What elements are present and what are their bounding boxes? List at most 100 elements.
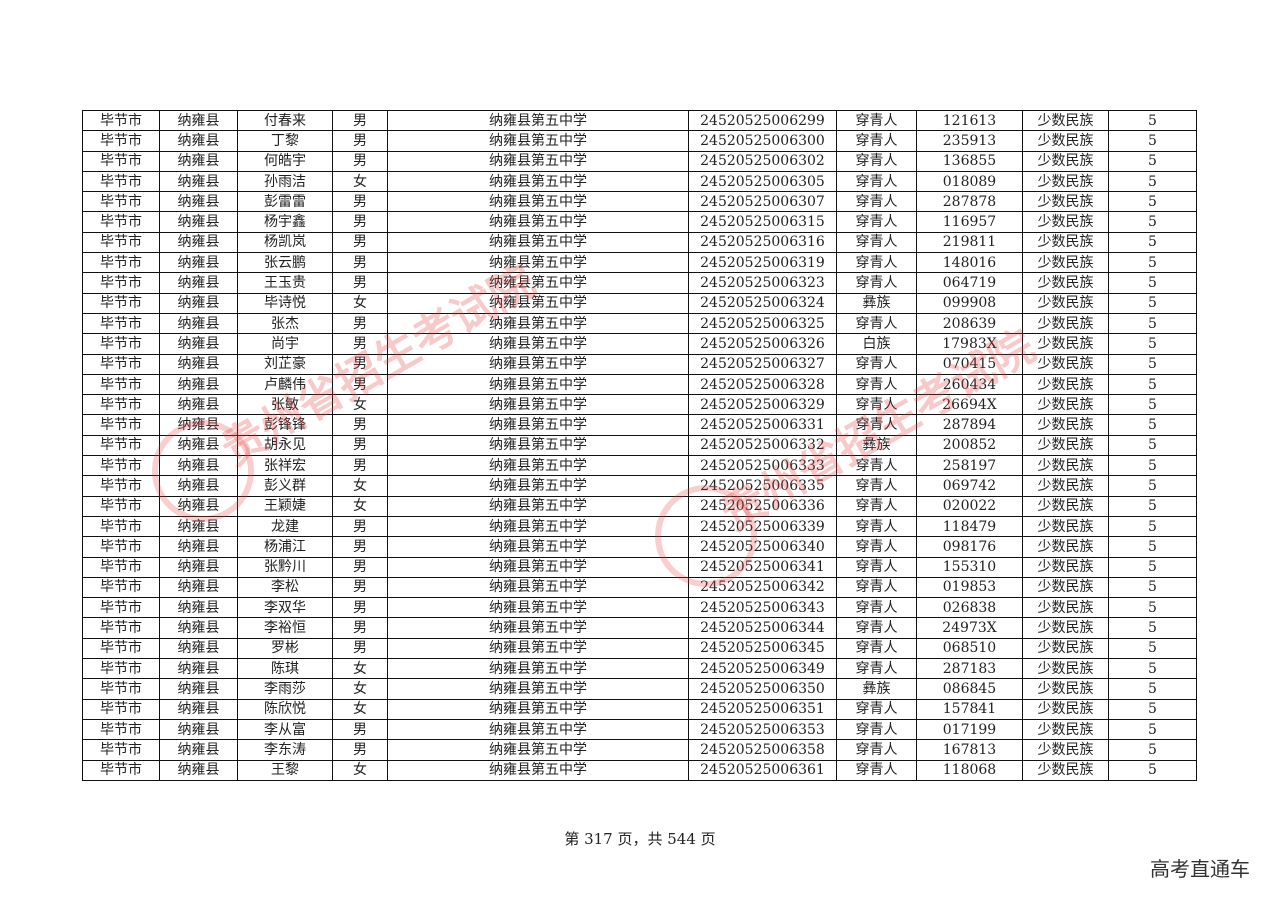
cell-city: 毕节市: [82, 191, 160, 213]
cell-batch: 5: [1108, 272, 1197, 294]
cell-name: 杨宇鑫: [237, 211, 333, 233]
table-row: 毕节市 纳雍县 杨凯岚男纳雍县第五中学 24520525006316 穿青人 219811…: [82, 231, 1197, 254]
cell-category: 少数民族: [1022, 698, 1109, 720]
cell-county: 纳雍县: [159, 353, 238, 375]
table-row: 毕节市 纳雍县 张敏女纳雍县第五中学 24520525006329 穿青人 26694X 少…: [82, 394, 1197, 416]
cell-county: 纳雍县: [159, 373, 238, 396]
cell-id-suffix: 118068: [916, 759, 1023, 781]
cell-batch: 5: [1108, 373, 1197, 396]
cell-id-suffix: 26694X: [916, 394, 1023, 416]
cell-ethnicity: 穿青人: [836, 191, 917, 213]
cell-city: 毕节市: [82, 292, 160, 314]
cell-ethnicity: 彝族: [836, 678, 917, 700]
cell-exam-id: 24520525006336: [688, 495, 837, 517]
cell-school: 纳雍县第五中学: [387, 414, 689, 436]
cell-school: 纳雍县第五中学: [387, 191, 689, 213]
cell-id-suffix: 069742: [916, 475, 1023, 497]
cell-name: 王黎: [237, 759, 333, 781]
cell-name: 李松: [237, 576, 333, 599]
cell-batch: 5: [1108, 718, 1197, 741]
cell-ethnicity: 穿青人: [836, 373, 917, 396]
cell-school: 纳雍县第五中学: [387, 597, 689, 619]
cell-ethnicity: 穿青人: [836, 475, 917, 497]
cell-city: 毕节市: [82, 495, 160, 517]
cell-school: 纳雍县第五中学: [387, 292, 689, 314]
brand-logo-text: 高考直通车: [1150, 857, 1250, 881]
cell-county: 纳雍县: [159, 475, 238, 497]
cell-ethnicity: 穿青人: [836, 718, 917, 741]
table-row: 毕节市 纳雍县 何皓宇男纳雍县第五中学 24520525006302 穿青人 136855…: [82, 150, 1197, 172]
cell-category: 少数民族: [1022, 678, 1109, 700]
cell-category: 少数民族: [1022, 475, 1109, 497]
table-row: 毕节市 纳雍县 陈琪女纳雍县第五中学 24520525006349 穿青人 287183 少…: [82, 658, 1197, 680]
admission-list-table: 毕节市 纳雍县 付春来男纳雍县第五中学 24520525006299 穿青人 121613…: [82, 109, 1197, 781]
cell-name: 龙建: [237, 515, 333, 538]
cell-name: 陈琪: [237, 658, 333, 680]
cell-category: 少数民族: [1022, 353, 1109, 375]
cell-name: 彭义群: [237, 475, 333, 497]
cell-school: 纳雍县第五中学: [387, 637, 689, 660]
cell-school: 纳雍县第五中学: [387, 475, 689, 497]
cell-batch: 5: [1108, 739, 1197, 761]
cell-school: 纳雍县第五中学: [387, 536, 689, 558]
cell-exam-id: 24520525006307: [688, 191, 837, 213]
cell-name: 张祥宏: [237, 455, 333, 477]
cell-batch: 5: [1108, 495, 1197, 517]
cell-county: 纳雍县: [159, 617, 238, 639]
cell-id-suffix: 019853: [916, 576, 1023, 599]
cell-category: 少数民族: [1022, 759, 1109, 781]
table-row: 毕节市 纳雍县 李从富男纳雍县第五中学 24520525006353 穿青人 017199…: [82, 718, 1197, 741]
cell-batch: 5: [1108, 576, 1197, 599]
cell-ethnicity: 穿青人: [836, 231, 917, 254]
cell-ethnicity: 穿青人: [836, 272, 917, 294]
cell-ethnicity: 穿青人: [836, 576, 917, 599]
cell-ethnicity: 彝族: [836, 292, 917, 314]
cell-id-suffix: 235913: [916, 130, 1023, 152]
table-row: 毕节市 纳雍县 李裕恒男纳雍县第五中学 24520525006344 穿青人 24973X…: [82, 617, 1197, 639]
cell-city: 毕节市: [82, 394, 160, 416]
cell-gender: 女: [332, 475, 388, 497]
cell-county: 纳雍县: [159, 414, 238, 436]
cell-category: 少数民族: [1022, 658, 1109, 680]
cell-exam-id: 24520525006341: [688, 556, 837, 578]
cell-county: 纳雍县: [159, 394, 238, 416]
cell-school: 纳雍县第五中学: [387, 211, 689, 233]
cell-school: 纳雍县第五中学: [387, 170, 689, 193]
cell-county: 纳雍县: [159, 637, 238, 660]
cell-exam-id: 24520525006305: [688, 170, 837, 193]
cell-school: 纳雍县第五中学: [387, 373, 689, 396]
cell-ethnicity: 穿青人: [836, 759, 917, 781]
cell-school: 纳雍县第五中学: [387, 718, 689, 741]
cell-gender: 男: [332, 353, 388, 375]
cell-category: 少数民族: [1022, 170, 1109, 193]
cell-exam-id: 24520525006302: [688, 150, 837, 172]
cell-county: 纳雍县: [159, 536, 238, 558]
cell-batch: 5: [1108, 475, 1197, 497]
cell-batch: 5: [1108, 292, 1197, 314]
cell-category: 少数民族: [1022, 191, 1109, 213]
cell-exam-id: 24520525006299: [688, 109, 837, 132]
cell-school: 纳雍县第五中学: [387, 394, 689, 416]
cell-category: 少数民族: [1022, 536, 1109, 558]
cell-ethnicity: 穿青人: [836, 211, 917, 233]
cell-city: 毕节市: [82, 759, 160, 781]
table-body: 毕节市 纳雍县 付春来男纳雍县第五中学 24520525006299 穿青人 121613…: [82, 109, 1197, 781]
cell-school: 纳雍县第五中学: [387, 698, 689, 720]
cell-city: 毕节市: [82, 617, 160, 639]
cell-gender: 男: [332, 455, 388, 477]
cell-county: 纳雍县: [159, 272, 238, 294]
cell-ethnicity: 穿青人: [836, 130, 917, 152]
cell-id-suffix: 287894: [916, 414, 1023, 436]
table-row: 毕节市 纳雍县 卢麟伟男纳雍县第五中学 24520525006328 穿青人 260434…: [82, 373, 1197, 396]
cell-name: 杨凯岚: [237, 231, 333, 254]
cell-county: 纳雍县: [159, 211, 238, 233]
cell-category: 少数民族: [1022, 292, 1109, 314]
cell-ethnicity: 穿青人: [836, 312, 917, 335]
cell-exam-id: 24520525006329: [688, 394, 837, 416]
cell-school: 纳雍县第五中学: [387, 658, 689, 680]
cell-county: 纳雍县: [159, 678, 238, 700]
table-row: 毕节市 纳雍县 李松男纳雍县第五中学 24520525006342 穿青人 019853 少…: [82, 576, 1197, 599]
cell-id-suffix: 121613: [916, 109, 1023, 132]
table-row: 毕节市 纳雍县 丁黎男纳雍县第五中学 24520525006300 穿青人 235913 少…: [82, 130, 1197, 152]
table-row: 毕节市 纳雍县 李双华男纳雍县第五中学 24520525006343 穿青人 026838…: [82, 597, 1197, 619]
